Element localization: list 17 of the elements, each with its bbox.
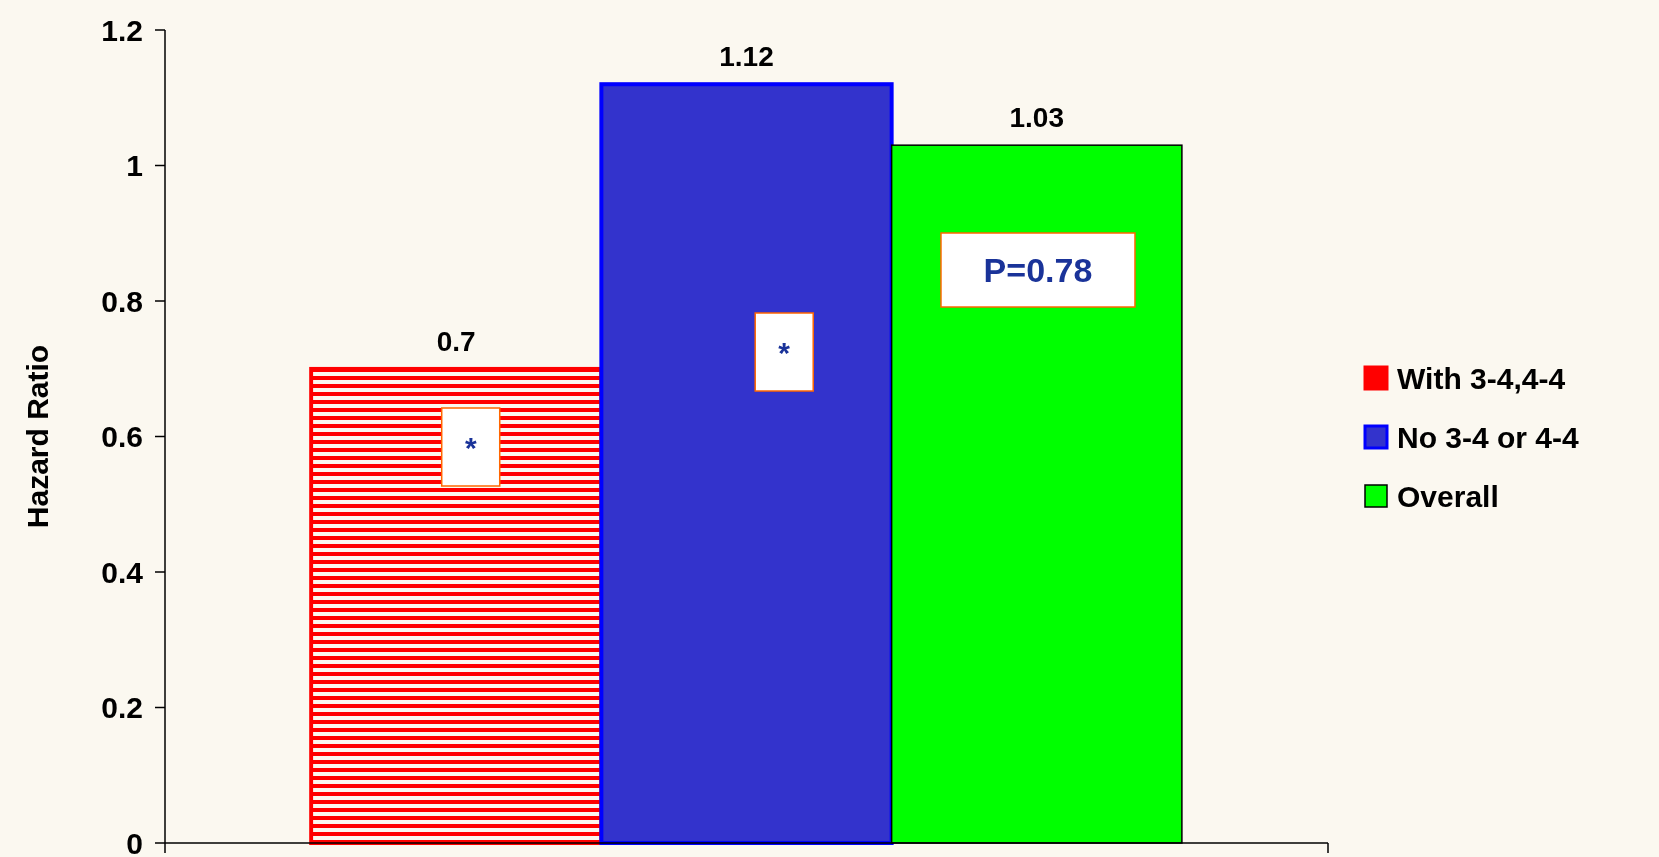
y-tick-label: 0.2 xyxy=(101,691,143,724)
annotation: * xyxy=(464,430,477,464)
legend-label: No 3-4 or 4-4 xyxy=(1397,420,1580,454)
y-tick-label: 1 xyxy=(126,149,143,182)
y-tick-label: 0 xyxy=(126,826,143,857)
annotation: P=0.78 xyxy=(983,250,1093,289)
y-tick-label: 1.2 xyxy=(101,13,143,47)
y-tick-label: 0.6 xyxy=(101,420,143,453)
data-label: 1.12 xyxy=(719,41,774,73)
y-tick-label: 0.4 xyxy=(101,555,144,589)
y-tick-label: 0.8 xyxy=(101,284,143,318)
data-label: 0.7 xyxy=(436,325,476,357)
annotation: * xyxy=(778,335,791,369)
legend-label: Overall xyxy=(1397,479,1499,513)
data-label: 1.03 xyxy=(1009,102,1065,134)
y-axis-title: Hazard Ratio xyxy=(21,344,54,529)
legend-label: With 3-4,4-4 xyxy=(1397,361,1566,395)
